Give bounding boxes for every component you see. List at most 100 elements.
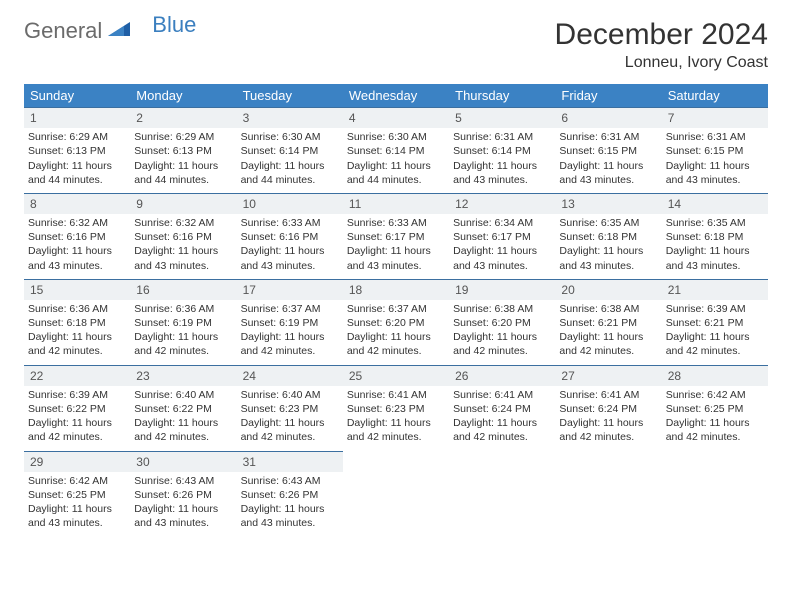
day-content-cell: Sunrise: 6:41 AMSunset: 6:23 PMDaylight:… <box>343 386 449 451</box>
day-content-cell: Sunrise: 6:31 AMSunset: 6:15 PMDaylight:… <box>662 128 768 193</box>
calendar-body: 1234567Sunrise: 6:29 AMSunset: 6:13 PMDa… <box>24 108 768 537</box>
day-number-cell: 2 <box>130 108 236 129</box>
calendar-page: General Blue December 2024 Lonneu, Ivory… <box>0 0 792 554</box>
page-header: General Blue December 2024 Lonneu, Ivory… <box>24 18 768 72</box>
day-number-row: 891011121314 <box>24 193 768 214</box>
weekday-header: Wednesday <box>343 84 449 108</box>
daylight-text: Daylight: 11 hours and 44 minutes. <box>241 159 339 187</box>
day-number-cell: 27 <box>555 365 661 386</box>
day-content-cell: Sunrise: 6:42 AMSunset: 6:25 PMDaylight:… <box>662 386 768 451</box>
sunset-text: Sunset: 6:14 PM <box>453 144 551 158</box>
sunset-text: Sunset: 6:16 PM <box>134 230 232 244</box>
sunrise-text: Sunrise: 6:29 AM <box>134 130 232 144</box>
sunrise-text: Sunrise: 6:31 AM <box>666 130 764 144</box>
sunrise-text: Sunrise: 6:33 AM <box>347 216 445 230</box>
daylight-text: Daylight: 11 hours and 43 minutes. <box>666 244 764 272</box>
daylight-text: Daylight: 11 hours and 43 minutes. <box>28 244 126 272</box>
day-number-cell: 24 <box>237 365 343 386</box>
daylight-text: Daylight: 11 hours and 42 minutes. <box>241 416 339 444</box>
day-content-cell: Sunrise: 6:29 AMSunset: 6:13 PMDaylight:… <box>24 128 130 193</box>
day-number-cell <box>343 451 449 472</box>
sunset-text: Sunset: 6:18 PM <box>559 230 657 244</box>
day-content-cell: Sunrise: 6:35 AMSunset: 6:18 PMDaylight:… <box>662 214 768 279</box>
sunset-text: Sunset: 6:18 PM <box>666 230 764 244</box>
sunset-text: Sunset: 6:13 PM <box>28 144 126 158</box>
day-number-cell <box>662 451 768 472</box>
logo: General Blue <box>24 18 196 44</box>
day-number-cell: 5 <box>449 108 555 129</box>
sunrise-text: Sunrise: 6:42 AM <box>666 388 764 402</box>
day-content-cell: Sunrise: 6:39 AMSunset: 6:22 PMDaylight:… <box>24 386 130 451</box>
sunset-text: Sunset: 6:22 PM <box>134 402 232 416</box>
daylight-text: Daylight: 11 hours and 43 minutes. <box>28 502 126 530</box>
day-content-cell: Sunrise: 6:42 AMSunset: 6:25 PMDaylight:… <box>24 472 130 537</box>
daylight-text: Daylight: 11 hours and 43 minutes. <box>134 502 232 530</box>
sunrise-text: Sunrise: 6:36 AM <box>134 302 232 316</box>
sunrise-text: Sunrise: 6:41 AM <box>559 388 657 402</box>
day-content-row: Sunrise: 6:29 AMSunset: 6:13 PMDaylight:… <box>24 128 768 193</box>
sunset-text: Sunset: 6:13 PM <box>134 144 232 158</box>
sunset-text: Sunset: 6:15 PM <box>666 144 764 158</box>
sunrise-text: Sunrise: 6:30 AM <box>241 130 339 144</box>
day-number-cell: 4 <box>343 108 449 129</box>
daylight-text: Daylight: 11 hours and 43 minutes. <box>453 244 551 272</box>
day-number-cell: 6 <box>555 108 661 129</box>
day-content-row: Sunrise: 6:36 AMSunset: 6:18 PMDaylight:… <box>24 300 768 365</box>
day-number-cell: 28 <box>662 365 768 386</box>
day-number-cell <box>555 451 661 472</box>
day-content-cell: Sunrise: 6:30 AMSunset: 6:14 PMDaylight:… <box>237 128 343 193</box>
sunrise-text: Sunrise: 6:32 AM <box>134 216 232 230</box>
sunrise-text: Sunrise: 6:39 AM <box>28 388 126 402</box>
daylight-text: Daylight: 11 hours and 42 minutes. <box>559 330 657 358</box>
day-number-cell: 8 <box>24 193 130 214</box>
weekday-header: Saturday <box>662 84 768 108</box>
sunrise-text: Sunrise: 6:33 AM <box>241 216 339 230</box>
sunset-text: Sunset: 6:20 PM <box>347 316 445 330</box>
sunrise-text: Sunrise: 6:30 AM <box>347 130 445 144</box>
title-block: December 2024 Lonneu, Ivory Coast <box>555 18 768 72</box>
weekday-header: Sunday <box>24 84 130 108</box>
day-content-cell <box>449 472 555 537</box>
sunset-text: Sunset: 6:24 PM <box>453 402 551 416</box>
sunset-text: Sunset: 6:16 PM <box>28 230 126 244</box>
day-number-cell: 25 <box>343 365 449 386</box>
day-content-cell: Sunrise: 6:40 AMSunset: 6:22 PMDaylight:… <box>130 386 236 451</box>
daylight-text: Daylight: 11 hours and 43 minutes. <box>241 502 339 530</box>
daylight-text: Daylight: 11 hours and 42 minutes. <box>241 330 339 358</box>
day-number-cell: 17 <box>237 279 343 300</box>
sunrise-text: Sunrise: 6:36 AM <box>28 302 126 316</box>
day-content-cell: Sunrise: 6:32 AMSunset: 6:16 PMDaylight:… <box>24 214 130 279</box>
day-number-cell: 19 <box>449 279 555 300</box>
day-number-row: 293031 <box>24 451 768 472</box>
day-number-cell: 15 <box>24 279 130 300</box>
daylight-text: Daylight: 11 hours and 43 minutes. <box>134 244 232 272</box>
sunrise-text: Sunrise: 6:39 AM <box>666 302 764 316</box>
sunset-text: Sunset: 6:22 PM <box>28 402 126 416</box>
day-content-cell: Sunrise: 6:31 AMSunset: 6:14 PMDaylight:… <box>449 128 555 193</box>
weekday-header: Thursday <box>449 84 555 108</box>
sunset-text: Sunset: 6:17 PM <box>347 230 445 244</box>
day-content-row: Sunrise: 6:42 AMSunset: 6:25 PMDaylight:… <box>24 472 768 537</box>
day-number-cell: 11 <box>343 193 449 214</box>
sunset-text: Sunset: 6:26 PM <box>134 488 232 502</box>
day-content-cell: Sunrise: 6:38 AMSunset: 6:20 PMDaylight:… <box>449 300 555 365</box>
day-content-cell: Sunrise: 6:35 AMSunset: 6:18 PMDaylight:… <box>555 214 661 279</box>
sunset-text: Sunset: 6:19 PM <box>241 316 339 330</box>
sunrise-text: Sunrise: 6:42 AM <box>28 474 126 488</box>
month-title: December 2024 <box>555 18 768 52</box>
day-content-cell: Sunrise: 6:41 AMSunset: 6:24 PMDaylight:… <box>555 386 661 451</box>
day-number-cell: 9 <box>130 193 236 214</box>
weekday-header: Monday <box>130 84 236 108</box>
sunset-text: Sunset: 6:21 PM <box>666 316 764 330</box>
day-number-cell: 7 <box>662 108 768 129</box>
daylight-text: Daylight: 11 hours and 43 minutes. <box>559 244 657 272</box>
sunrise-text: Sunrise: 6:35 AM <box>666 216 764 230</box>
location-text: Lonneu, Ivory Coast <box>555 54 768 72</box>
daylight-text: Daylight: 11 hours and 43 minutes. <box>666 159 764 187</box>
sunrise-text: Sunrise: 6:43 AM <box>241 474 339 488</box>
day-content-cell: Sunrise: 6:37 AMSunset: 6:19 PMDaylight:… <box>237 300 343 365</box>
day-number-cell: 10 <box>237 193 343 214</box>
daylight-text: Daylight: 11 hours and 43 minutes. <box>241 244 339 272</box>
daylight-text: Daylight: 11 hours and 43 minutes. <box>347 244 445 272</box>
sunset-text: Sunset: 6:18 PM <box>28 316 126 330</box>
